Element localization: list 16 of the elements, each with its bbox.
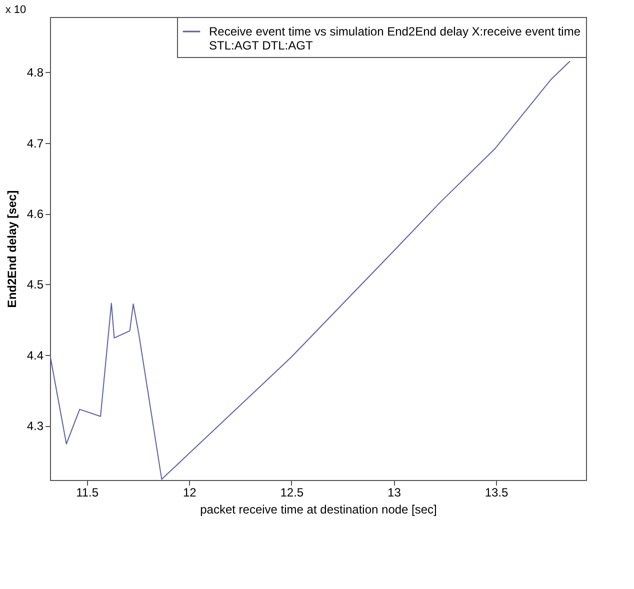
line-series <box>50 61 570 480</box>
y-tick-label: 4.4 <box>26 348 44 362</box>
x-tick-label: 11.5 <box>76 486 99 500</box>
y-tick-label: 4.3 <box>26 419 44 434</box>
y-tick-label: 4.7 <box>26 136 44 150</box>
legend-label: Receive event time vs simulation End2End delay X:receive event time STL:AGT DTL:AGT <box>209 24 581 52</box>
x-tick-label: 13 <box>388 486 402 500</box>
y-tick-label: 4.8 <box>26 66 44 80</box>
y-axis-title: End2End delay [sec] <box>4 190 19 308</box>
y-tick-label: 4.5 <box>26 278 44 292</box>
x-tick-label: 13.5 <box>484 486 508 500</box>
x-axis-title: packet receive time at destination node [sec] <box>200 502 437 516</box>
x-tick-label: 12.5 <box>280 486 304 500</box>
y-tick-label: 4.6 <box>26 207 44 222</box>
x-tick-label: 12 <box>182 486 197 500</box>
text: x 10 <box>5 4 26 16</box>
